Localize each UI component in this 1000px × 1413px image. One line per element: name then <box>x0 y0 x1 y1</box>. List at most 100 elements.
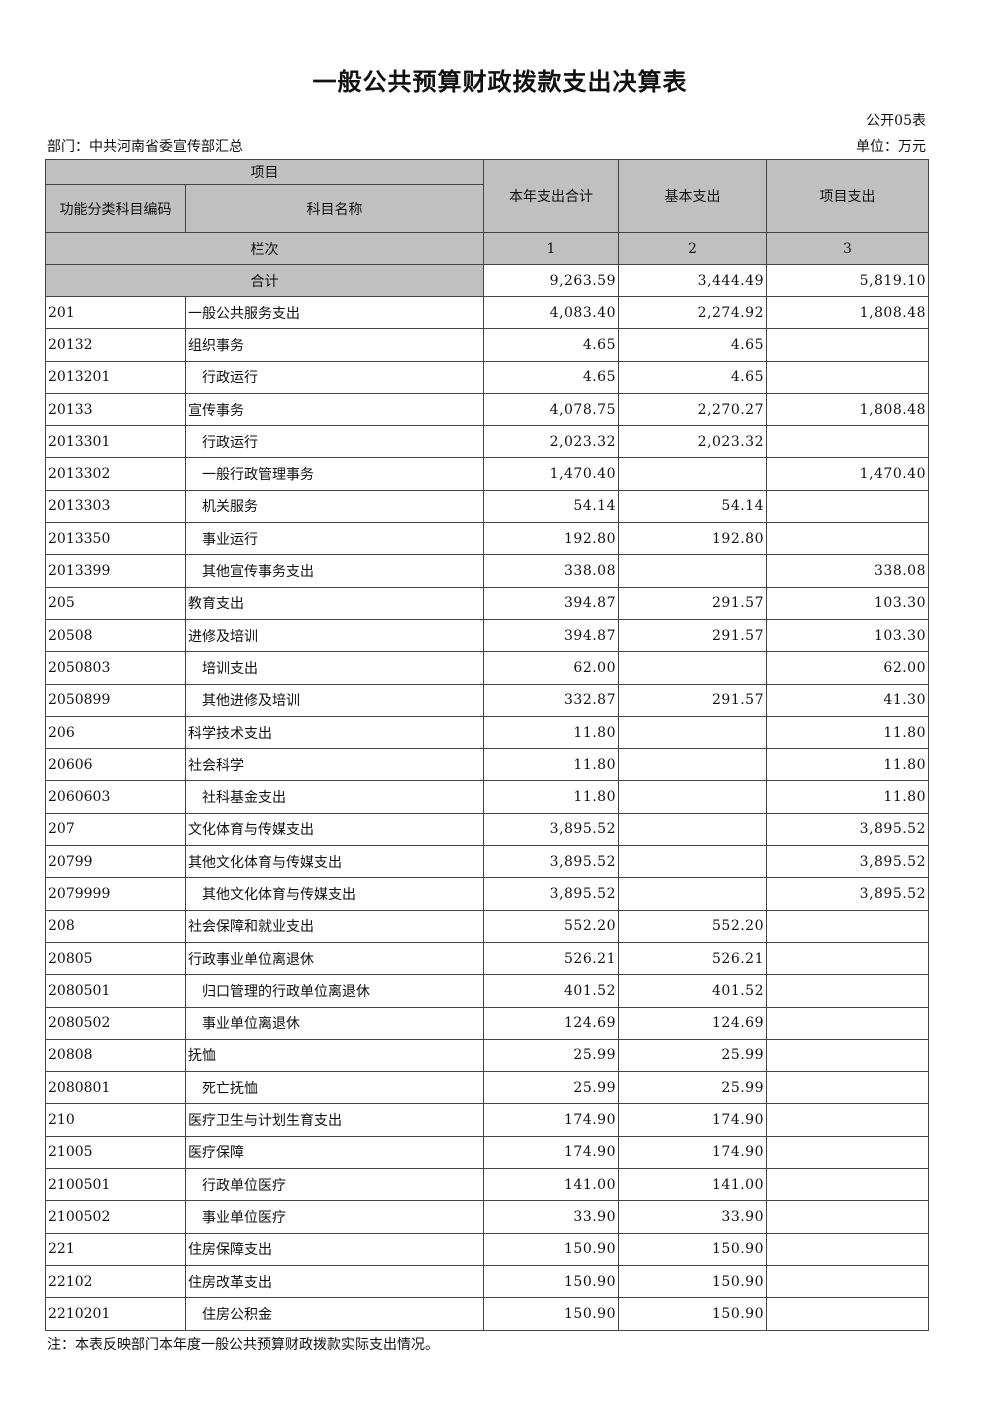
total-cell: 11.80 <box>483 715 619 750</box>
code-cell: 20808 <box>45 1038 186 1073</box>
name-cell: 教育支出 <box>185 586 484 620</box>
name-cell: 社科基金支出 <box>185 780 484 814</box>
basic-cell <box>618 457 767 491</box>
name-cell: 一般公共服务支出 <box>185 295 484 330</box>
name-cell: 行政运行 <box>185 425 484 459</box>
basic-cell: 54.14 <box>618 489 767 524</box>
table-row: 2100501 行政单位医疗 141.00 141.00 <box>45 1168 929 1202</box>
table-row: 2080501 归口管理的行政单位离退休 401.52 401.52 <box>45 974 929 1008</box>
total-cell: 150.90 <box>483 1232 619 1266</box>
name-cell: 事业单位医疗 <box>185 1200 484 1234</box>
table-row: 20606 社会科学 11.80 11.80 <box>45 748 929 782</box>
name-cell: 医疗卫生与计划生育支出 <box>185 1103 484 1137</box>
basic-cell: 2,270.27 <box>618 392 767 427</box>
total-cell: 332.87 <box>483 683 619 717</box>
basic-cell: 150.90 <box>618 1264 767 1299</box>
header-basic: 基本支出 <box>618 159 767 233</box>
code-cell: 22102 <box>45 1264 186 1299</box>
sum-total: 9,263.59 <box>483 264 619 297</box>
project-cell: 11.80 <box>766 780 929 814</box>
total-cell: 11.80 <box>483 748 619 782</box>
basic-cell <box>618 877 767 911</box>
code-cell: 2013201 <box>45 360 186 394</box>
table-row: 2080801 死亡抚恤 25.99 25.99 <box>45 1071 929 1105</box>
table-row: 2013350 事业运行 192.80 192.80 <box>45 522 929 556</box>
total-cell: 54.14 <box>483 489 619 524</box>
project-cell: 62.00 <box>766 651 929 685</box>
code-cell: 2013399 <box>45 554 186 588</box>
project-cell <box>766 1232 929 1266</box>
name-cell: 文化体育与传媒支出 <box>185 812 484 847</box>
basic-cell: 174.90 <box>618 1135 767 1170</box>
name-cell: 进修及培训 <box>185 618 484 653</box>
total-cell: 150.90 <box>483 1297 619 1331</box>
footnote: 注：本表反映部门本年度一般公共预算财政拨款实际支出情况。 <box>47 1337 439 1353</box>
name-cell: 住房保障支出 <box>185 1232 484 1266</box>
project-cell <box>766 1103 929 1137</box>
basic-cell: 141.00 <box>618 1168 767 1202</box>
name-cell: 其他文化体育与传媒支出 <box>185 877 484 911</box>
name-cell: 事业单位离退休 <box>185 1006 484 1040</box>
basic-cell <box>618 780 767 814</box>
code-cell: 2060603 <box>45 780 186 814</box>
code-cell: 2100501 <box>45 1168 186 1202</box>
name-cell: 行政运行 <box>185 360 484 394</box>
code-cell: 207 <box>45 812 186 847</box>
name-cell: 宣传事务 <box>185 392 484 427</box>
basic-cell: 25.99 <box>618 1071 767 1105</box>
code-cell: 2210201 <box>45 1297 186 1331</box>
name-cell: 住房公积金 <box>185 1297 484 1331</box>
project-cell: 11.80 <box>766 748 929 782</box>
header-project: 项目支出 <box>766 159 929 233</box>
basic-cell: 33.90 <box>618 1200 767 1234</box>
project-cell <box>766 1135 929 1170</box>
total-cell: 174.90 <box>483 1103 619 1137</box>
basic-cell: 192.80 <box>618 522 767 556</box>
column-index-label: 栏次 <box>45 232 484 265</box>
project-cell <box>766 522 929 556</box>
table-row: 206 科学技术支出 11.80 11.80 <box>45 715 929 750</box>
total-cell: 1,470.40 <box>483 457 619 491</box>
basic-cell: 174.90 <box>618 1103 767 1137</box>
project-cell: 103.30 <box>766 618 929 653</box>
basic-cell <box>618 651 767 685</box>
basic-cell: 526.21 <box>618 941 767 976</box>
page-title: 一般公共预算财政拨款支出决算表 <box>312 67 688 96</box>
name-cell: 行政事业单位离退休 <box>185 941 484 976</box>
unit-label: 单位：万元 <box>856 139 926 155</box>
total-cell: 4,078.75 <box>483 392 619 427</box>
total-cell: 4.65 <box>483 328 619 362</box>
name-cell: 社会保障和就业支出 <box>185 909 484 943</box>
column-index-2: 2 <box>618 232 767 265</box>
name-cell: 住房改革支出 <box>185 1264 484 1299</box>
table-row: 2013201 行政运行 4.65 4.65 <box>45 360 929 394</box>
basic-cell: 291.57 <box>618 618 767 653</box>
name-cell: 科学技术支出 <box>185 715 484 750</box>
project-cell <box>766 360 929 394</box>
project-cell: 11.80 <box>766 715 929 750</box>
total-cell: 150.90 <box>483 1264 619 1299</box>
project-cell: 3,895.52 <box>766 877 929 911</box>
code-cell: 20508 <box>45 618 186 653</box>
basic-cell: 2,023.32 <box>618 425 767 459</box>
header-item: 项目 <box>45 159 484 185</box>
basic-cell: 4.65 <box>618 360 767 394</box>
table-row: 22102 住房改革支出 150.90 150.90 <box>45 1264 929 1299</box>
code-cell: 2080502 <box>45 1006 186 1040</box>
project-cell: 1,808.48 <box>766 295 929 330</box>
name-cell: 行政单位医疗 <box>185 1168 484 1202</box>
name-cell: 事业运行 <box>185 522 484 556</box>
table-row: 210 医疗卫生与计划生育支出 174.90 174.90 <box>45 1103 929 1137</box>
code-cell: 20799 <box>45 845 186 879</box>
project-cell: 3,895.52 <box>766 845 929 879</box>
total-cell: 338.08 <box>483 554 619 588</box>
basic-cell: 150.90 <box>618 1232 767 1266</box>
basic-cell <box>618 845 767 879</box>
column-index-1: 1 <box>483 232 619 265</box>
name-cell: 其他宣传事务支出 <box>185 554 484 588</box>
basic-cell: 291.57 <box>618 683 767 717</box>
project-cell <box>766 425 929 459</box>
total-cell: 3,895.52 <box>483 877 619 911</box>
department-label: 部门：中共河南省委宣传部汇总 <box>47 139 243 155</box>
project-cell <box>766 941 929 976</box>
